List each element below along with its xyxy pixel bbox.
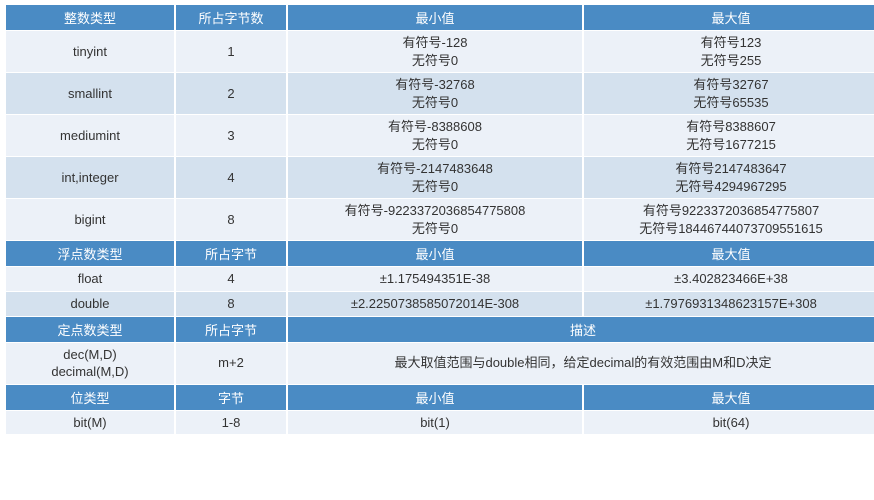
bit-header-type: 位类型 <box>6 385 174 410</box>
cell-bytes: 4 <box>176 267 286 291</box>
integer-header-min: 最小值 <box>288 5 582 30</box>
cell-max: 有符号2147483647无符号4294967295 <box>584 157 874 198</box>
table-row: double 8 ±2.2250738585072014E-308 ±1.797… <box>6 292 874 316</box>
float-header-row: 浮点数类型 所占字节 最小值 最大值 <box>6 241 874 266</box>
cell-min: 有符号-128无符号0 <box>288 31 582 72</box>
cell-max: 有符号9223372036854775807无符号184467440737095… <box>584 199 874 240</box>
cell-bytes: 3 <box>176 115 286 156</box>
cell-max: ±1.7976931348623157E+308 <box>584 292 874 316</box>
bit-header-max: 最大值 <box>584 385 874 410</box>
bit-header-bytes: 字节 <box>176 385 286 410</box>
integer-header-bytes: 所占字节数 <box>176 5 286 30</box>
integer-header-row: 整数类型 所占字节数 最小值 最大值 <box>6 5 874 30</box>
cell-bytes: m+2 <box>176 343 286 384</box>
table-row: dec(M,D)decimal(M,D) m+2 最大取值范围与double相同… <box>6 343 874 384</box>
float-header-min: 最小值 <box>288 241 582 266</box>
fixed-header-row: 定点数类型 所占字节 描述 <box>6 317 874 342</box>
cell-max: ±3.402823466E+38 <box>584 267 874 291</box>
cell-bytes: 8 <box>176 199 286 240</box>
table-row: bit(M) 1-8 bit(1) bit(64) <box>6 411 874 435</box>
cell-type: double <box>6 292 174 316</box>
cell-min: 有符号-9223372036854775808无符号0 <box>288 199 582 240</box>
cell-min: ±1.175494351E-38 <box>288 267 582 291</box>
cell-type: smallint <box>6 73 174 114</box>
cell-type: tinyint <box>6 31 174 72</box>
table-row: int,integer 4 有符号-2147483648无符号0 有符号2147… <box>6 157 874 198</box>
cell-desc: 最大取值范围与double相同，给定decimal的有效范围由M和D决定 <box>288 343 874 384</box>
cell-min: 有符号-32768无符号0 <box>288 73 582 114</box>
cell-min: 有符号-8388608无符号0 <box>288 115 582 156</box>
cell-min: ±2.2250738585072014E-308 <box>288 292 582 316</box>
fixed-header-type: 定点数类型 <box>6 317 174 342</box>
integer-header-type: 整数类型 <box>6 5 174 30</box>
cell-min: 有符号-2147483648无符号0 <box>288 157 582 198</box>
table-row: float 4 ±1.175494351E-38 ±3.402823466E+3… <box>6 267 874 291</box>
cell-max: 有符号123无符号255 <box>584 31 874 72</box>
cell-type: dec(M,D)decimal(M,D) <box>6 343 174 384</box>
cell-min: bit(1) <box>288 411 582 435</box>
cell-type: mediumint <box>6 115 174 156</box>
table-row: mediumint 3 有符号-8388608无符号0 有符号8388607无符… <box>6 115 874 156</box>
cell-bytes: 8 <box>176 292 286 316</box>
integer-header-max: 最大值 <box>584 5 874 30</box>
cell-bytes: 4 <box>176 157 286 198</box>
table-row: smallint 2 有符号-32768无符号0 有符号32767无符号6553… <box>6 73 874 114</box>
table-row: bigint 8 有符号-9223372036854775808无符号0 有符号… <box>6 199 874 240</box>
cell-bytes: 2 <box>176 73 286 114</box>
bit-header-min: 最小值 <box>288 385 582 410</box>
cell-max: 有符号32767无符号65535 <box>584 73 874 114</box>
cell-type: int,integer <box>6 157 174 198</box>
float-header-bytes: 所占字节 <box>176 241 286 266</box>
cell-type: bigint <box>6 199 174 240</box>
bit-header-row: 位类型 字节 最小值 最大值 <box>6 385 874 410</box>
table-row: tinyint 1 有符号-128无符号0 有符号123无符号255 <box>6 31 874 72</box>
cell-type: float <box>6 267 174 291</box>
float-header-type: 浮点数类型 <box>6 241 174 266</box>
fixed-header-desc: 描述 <box>288 317 874 342</box>
datatype-table: 整数类型 所占字节数 最小值 最大值 tinyint 1 有符号-128无符号0… <box>4 4 874 435</box>
cell-bytes: 1-8 <box>176 411 286 435</box>
cell-type: bit(M) <box>6 411 174 435</box>
cell-max: 有符号8388607无符号1677215 <box>584 115 874 156</box>
float-header-max: 最大值 <box>584 241 874 266</box>
cell-bytes: 1 <box>176 31 286 72</box>
cell-max: bit(64) <box>584 411 874 435</box>
fixed-header-bytes: 所占字节 <box>176 317 286 342</box>
